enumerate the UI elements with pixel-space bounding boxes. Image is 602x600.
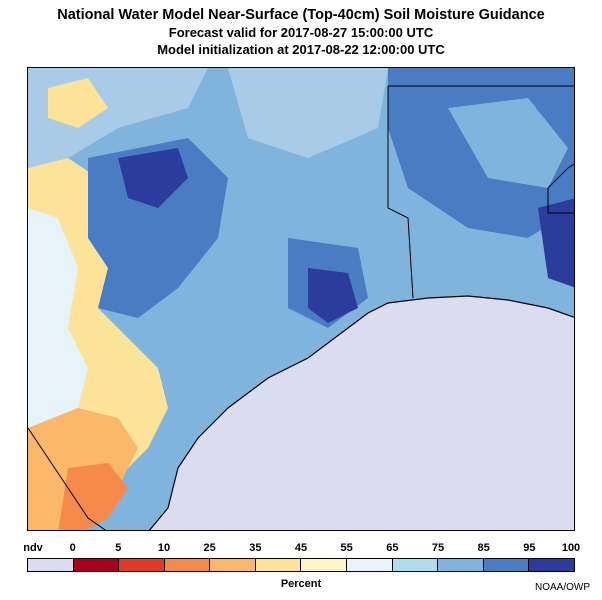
- border-ms-coast: [547, 188, 574, 214]
- legend-tick-label: 75: [431, 542, 445, 554]
- legend-swatch: [255, 559, 302, 571]
- legend-unit-label: Percent: [280, 578, 322, 590]
- border-tx-mexico: [28, 427, 107, 530]
- legend-swatch: [347, 559, 393, 571]
- legend-tick-label: 5: [115, 542, 122, 554]
- land-saturated-houston: [308, 268, 358, 323]
- legend-swatch: [438, 559, 484, 571]
- land-moist-east: [448, 98, 568, 188]
- legend-tick-label: 0: [69, 542, 76, 554]
- legend-tick-label: 25: [203, 542, 216, 554]
- land-dry-patch-nw: [48, 78, 108, 128]
- legend-tick-labels: ndv 0 5 10 25 35 45 55 65 75 85 95 100: [0, 542, 602, 556]
- map-title: National Water Model Near-Surface (Top-4…: [57, 7, 545, 23]
- credit-label: NOAA/OWP: [534, 582, 590, 593]
- legend-tick-label: 35: [249, 542, 262, 554]
- legend-tick-label: 55: [340, 542, 353, 554]
- land-very-dry-south: [58, 463, 128, 530]
- legend-colorbar: [27, 558, 575, 572]
- legend-swatch: [119, 559, 165, 571]
- model-init-line: Model initialization at 2017-08-22 12:00…: [157, 42, 445, 57]
- land-saturated-central: [118, 148, 188, 208]
- soil-moisture-map[interactable]: [27, 67, 575, 531]
- land-wet-central: [88, 138, 228, 318]
- legend-tick-label: 100: [561, 542, 581, 554]
- legend-swatch: [529, 559, 574, 571]
- border-la-ms: [547, 163, 574, 189]
- land-light-west: [28, 208, 88, 428]
- legend-swatch: [164, 559, 211, 571]
- legend-tick-label: ndv: [23, 542, 43, 554]
- map-canvas: [28, 68, 574, 530]
- forecast-valid-line: Forecast valid for 2017-08-27 15:00:00 U…: [168, 25, 434, 40]
- legend-swatch: [392, 559, 439, 571]
- legend-tick-label: 95: [523, 542, 536, 554]
- legend-tick-label: 65: [386, 542, 399, 554]
- legend-swatch: [301, 559, 348, 571]
- legend-swatch: [28, 559, 74, 571]
- title-block: National Water Model Near-Surface (Top-4…: [0, 6, 602, 58]
- gulf-of-mexico: [148, 295, 574, 530]
- legend-swatch: [483, 559, 530, 571]
- land-light-patch-n: [228, 68, 388, 158]
- border-tx-la: [387, 86, 414, 299]
- legend-tick-label: 45: [294, 542, 308, 554]
- land-saturated-east: [538, 198, 574, 288]
- legend-swatch: [210, 559, 256, 571]
- legend-tick-label: 85: [477, 542, 490, 554]
- legend-swatch: [73, 559, 120, 571]
- legend-tick-label: 10: [157, 542, 171, 554]
